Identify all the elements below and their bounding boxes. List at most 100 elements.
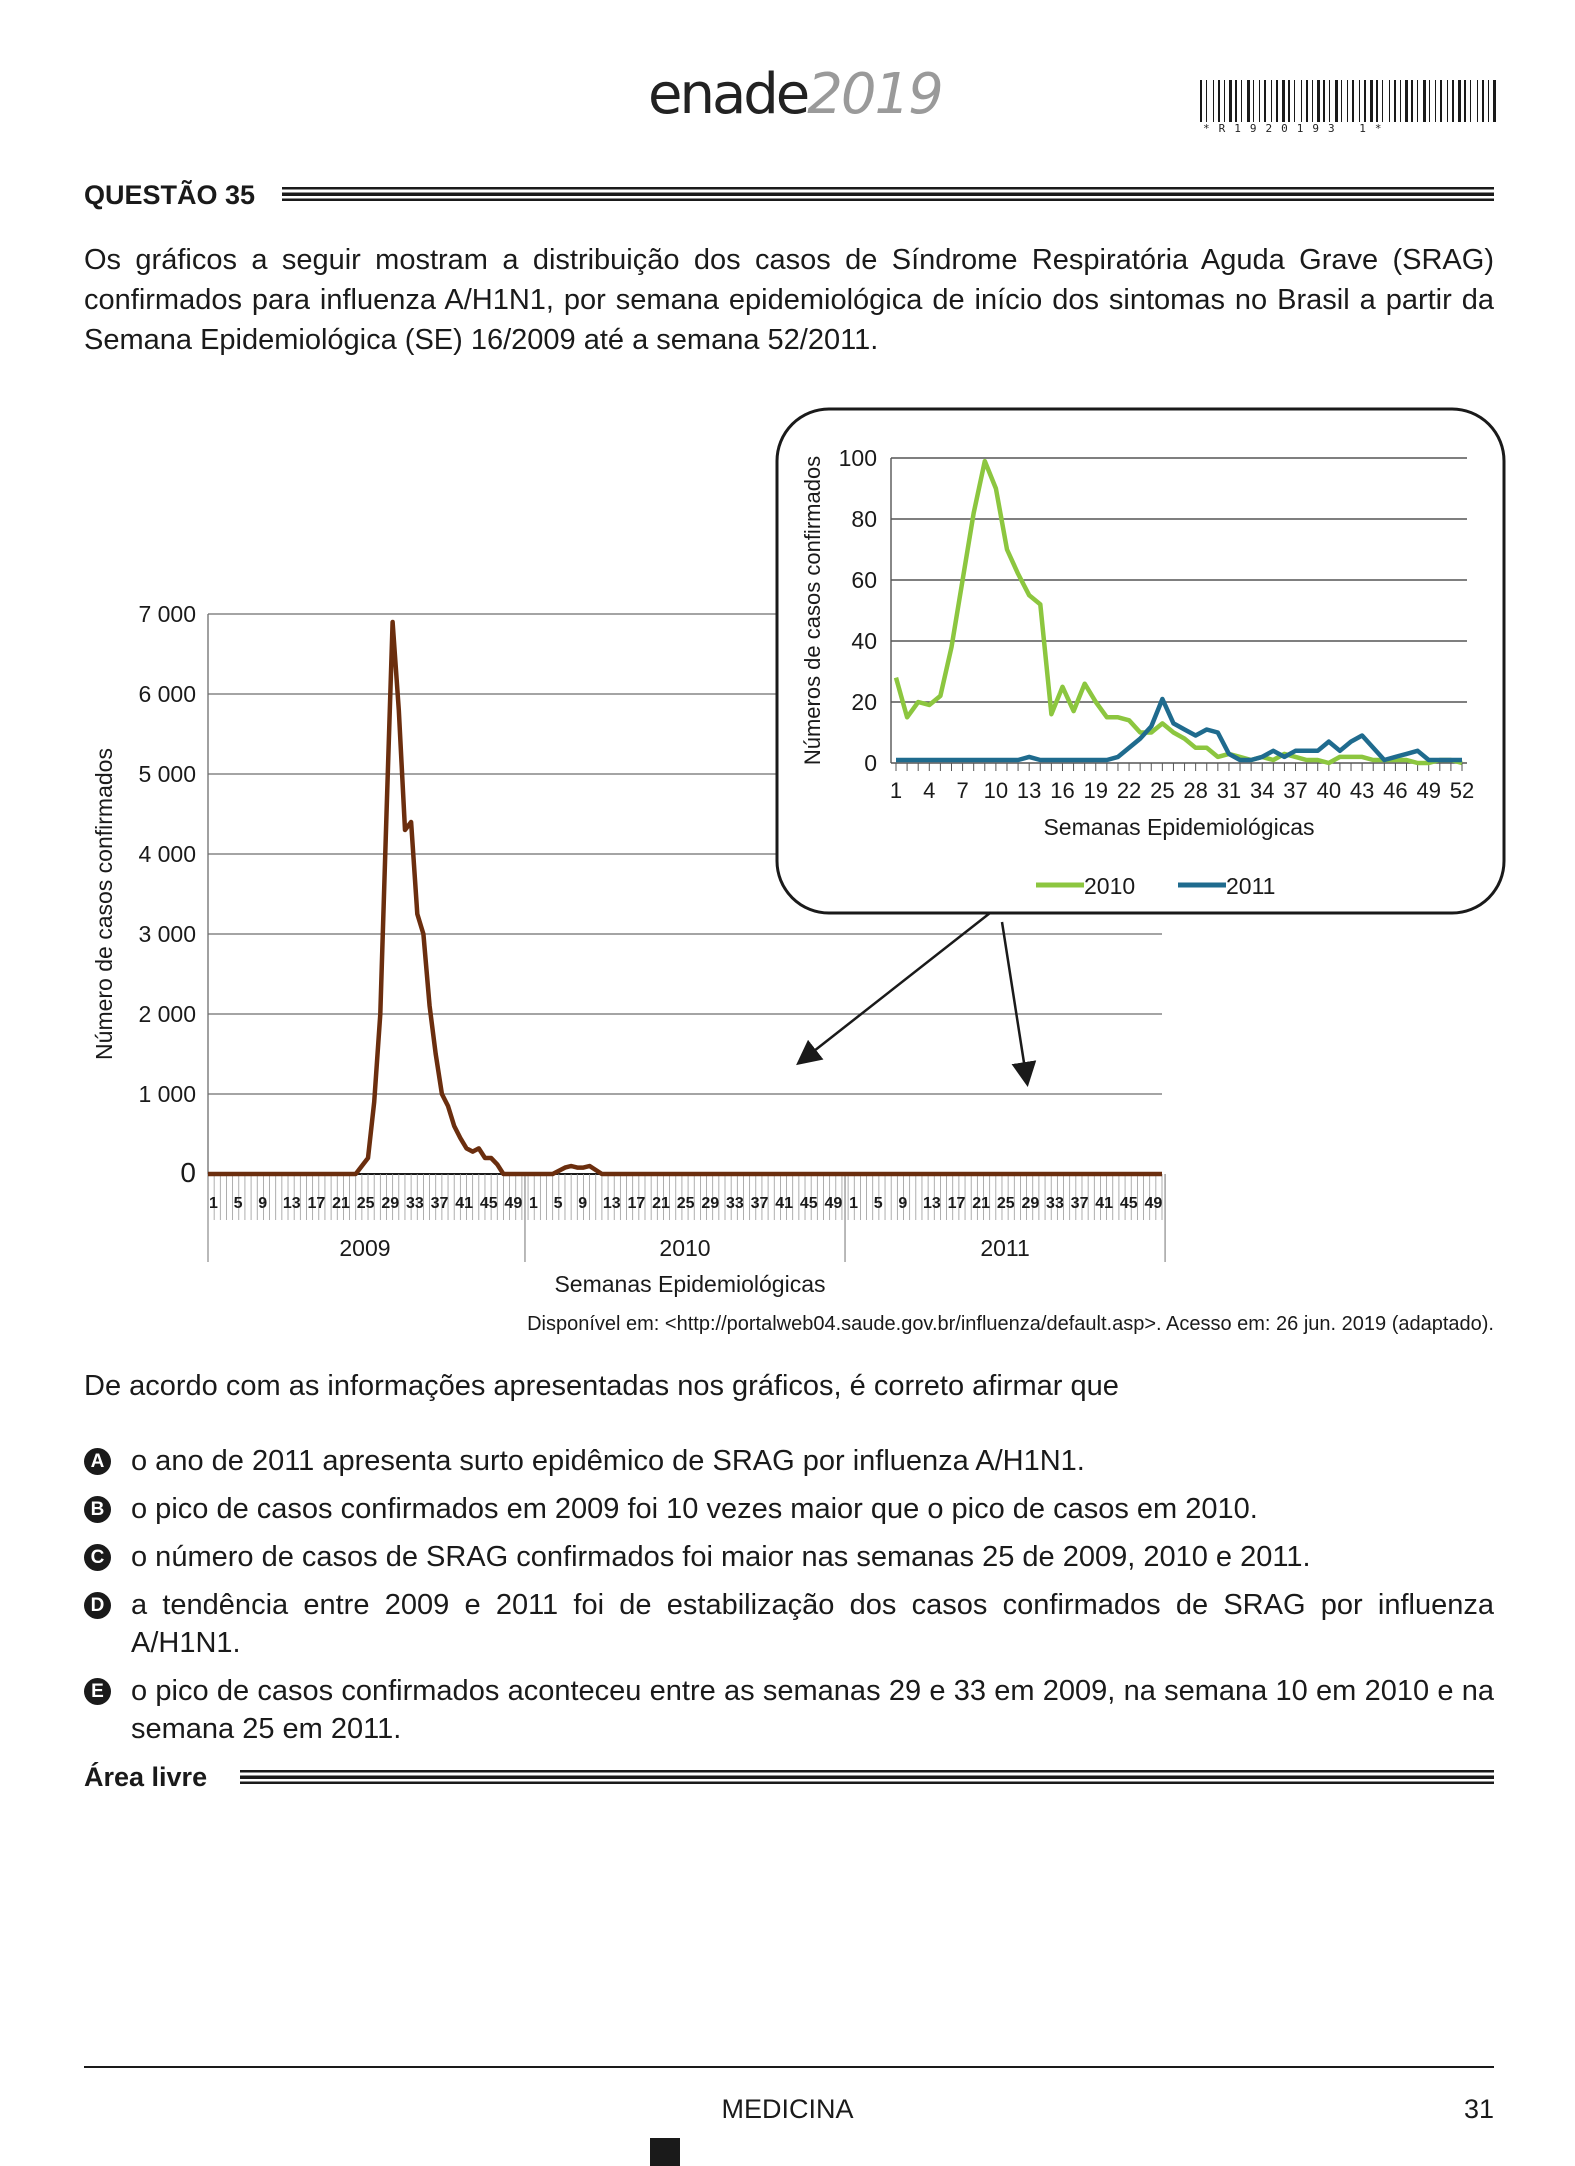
x-tick-label: 7 xyxy=(956,778,968,803)
option-text: o número de casos de SRAG confirmados fo… xyxy=(131,1541,1311,1573)
x-tick-label: 28 xyxy=(1183,778,1207,803)
arrow-to-2010 xyxy=(796,912,991,1066)
question-prompt: De acordo com as informações apresentada… xyxy=(84,1370,1119,1402)
week-tick-label: 49 xyxy=(1145,1195,1163,1212)
barcode-bar xyxy=(1411,80,1413,122)
y-axis-label: Números de casos confirmados xyxy=(800,456,825,765)
x-tick-label: 49 xyxy=(1416,778,1440,803)
x-tick-label: 40 xyxy=(1317,778,1341,803)
week-tick-label: 17 xyxy=(948,1195,966,1212)
week-tick-label: 33 xyxy=(406,1195,424,1212)
barcode-text: *R1920193 1* xyxy=(1203,122,1391,135)
option-a[interactable]: A o ano de 2011 apresenta surto epidêmic… xyxy=(84,1442,1494,1480)
week-tick-label: 25 xyxy=(997,1195,1015,1212)
barcode-bar xyxy=(1282,80,1285,122)
barcode-bar xyxy=(1452,80,1454,122)
option-letter: A xyxy=(84,1448,111,1475)
barcode-bar xyxy=(1488,80,1489,122)
year-label: 2010 xyxy=(659,1235,710,1261)
option-b[interactable]: B o pico de casos confirmados em 2009 fo… xyxy=(84,1490,1494,1528)
barcode-bar xyxy=(1470,80,1471,122)
barcode-bar xyxy=(1464,80,1466,122)
barcode-bar xyxy=(1206,80,1207,122)
y-tick-label: 0 xyxy=(180,1157,196,1188)
barcode-bar xyxy=(1423,80,1426,122)
x-tick-label: 34 xyxy=(1250,778,1274,803)
barcode-bar xyxy=(1259,80,1260,122)
option-letter: D xyxy=(84,1592,111,1619)
week-tick-label: 37 xyxy=(1071,1195,1089,1212)
y-tick-label: 4 000 xyxy=(138,841,196,867)
x-tick-label: 10 xyxy=(984,778,1008,803)
barcode-bar xyxy=(1341,80,1342,122)
barcode xyxy=(1200,80,1496,122)
x-tick-label: 25 xyxy=(1150,778,1174,803)
x-axis-label: Semanas Epidemiológicas xyxy=(1043,814,1314,840)
barcode-bar xyxy=(1312,80,1313,122)
title-rule xyxy=(282,187,1494,201)
barcode-bar xyxy=(1482,80,1484,122)
barcode-bar xyxy=(1317,80,1320,122)
barcode-bar xyxy=(1376,80,1378,122)
x-tick-label: 52 xyxy=(1450,778,1474,803)
series-line-2010 xyxy=(893,458,1463,766)
barcode-bar xyxy=(1352,80,1354,122)
footer-subject: MEDICINA xyxy=(721,2094,854,2124)
barcode-bar xyxy=(1218,80,1220,122)
barcode-bar xyxy=(1306,80,1308,122)
option-e[interactable]: E o pico de casos confirmados aconteceu … xyxy=(84,1672,1494,1748)
legend-label: 2010 xyxy=(1084,873,1135,899)
barcode-bar xyxy=(1271,80,1272,122)
week-tick-label: 29 xyxy=(381,1195,399,1212)
y-tick-label: 6 000 xyxy=(138,681,196,707)
y-tick-label: 3 000 xyxy=(138,921,196,947)
x-tick-label: 22 xyxy=(1117,778,1141,803)
arrow-to-2011 xyxy=(1000,921,1037,1087)
barcode-bar xyxy=(1323,80,1325,122)
option-d[interactable]: D a tendência entre 2009 e 2011 foi de e… xyxy=(84,1586,1494,1662)
y-tick-label: 60 xyxy=(851,567,877,593)
week-tick-label: 17 xyxy=(307,1195,325,1212)
barcode-bar xyxy=(1417,80,1418,122)
barcode-bar xyxy=(1288,80,1290,122)
week-tick-label: 1 xyxy=(529,1195,538,1212)
question-title: QUESTÃO 35 xyxy=(84,180,256,210)
barcode-bar xyxy=(1264,80,1266,122)
week-tick-label: 41 xyxy=(775,1195,793,1212)
week-tick-label: 45 xyxy=(800,1195,818,1212)
year-label: 2011 xyxy=(980,1235,1029,1261)
barcode-bar xyxy=(1241,80,1242,122)
option-text: o pico de casos confirmados em 2009 foi … xyxy=(131,1493,1258,1525)
y-tick-label: 0 xyxy=(864,750,877,776)
barcode-bar xyxy=(1347,80,1348,122)
option-c[interactable]: C o número de casos de SRAG confirmados … xyxy=(84,1538,1494,1576)
source-citation: Disponível em: <http://portalweb04.saude… xyxy=(527,1313,1494,1335)
x-axis-label: Semanas Epidemiológicas xyxy=(554,1271,825,1297)
x-tick-label: 43 xyxy=(1350,778,1374,803)
page-number: 31 xyxy=(1463,2094,1494,2124)
week-tick-label: 13 xyxy=(923,1195,941,1212)
legend-label: 2011 xyxy=(1226,873,1275,899)
week-tick-label: 49 xyxy=(824,1195,842,1212)
week-tick-label: 33 xyxy=(1046,1195,1064,1212)
x-tick-label: 13 xyxy=(1017,778,1041,803)
week-tick-label: 33 xyxy=(726,1195,744,1212)
x-tick-label: 31 xyxy=(1217,778,1241,803)
barcode-bar xyxy=(1213,80,1214,122)
week-tick-label: 21 xyxy=(972,1195,990,1212)
x-tick-label: 37 xyxy=(1283,778,1307,803)
inset-chart: 0 20 40 60 80 100 1 4 7 10 13 16 19 22 25 28 31 34 37 40 43 4… xyxy=(775,407,1506,1087)
week-tick-label: 5 xyxy=(554,1195,563,1212)
barcode-bar xyxy=(1359,80,1360,122)
y-tick-label: 100 xyxy=(839,445,877,471)
x-tick-label: 4 xyxy=(923,778,935,803)
barcode-bar xyxy=(1200,80,1202,122)
week-tick-label: 37 xyxy=(431,1195,449,1212)
barcode-bar xyxy=(1370,80,1373,122)
barcode-bar xyxy=(1400,80,1401,122)
option-text: a tendência entre 2009 e 2011 foi de est… xyxy=(131,1589,1494,1659)
logo-word: enade xyxy=(648,62,810,127)
question-intro: Os gráficos a seguir mostram a distribui… xyxy=(84,244,1494,356)
week-tick-label: 21 xyxy=(332,1195,350,1212)
barcode-bar xyxy=(1382,80,1383,122)
